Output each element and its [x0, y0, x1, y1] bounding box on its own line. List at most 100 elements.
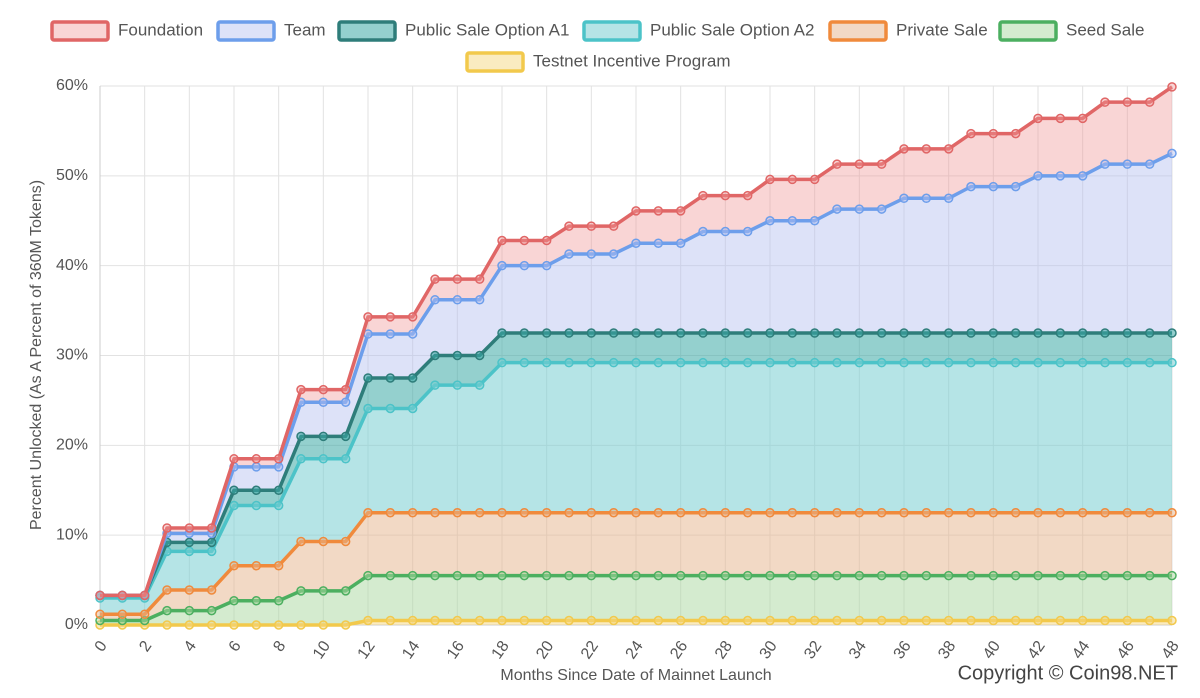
point — [809, 174, 820, 185]
point — [631, 357, 641, 368]
x-tick-label: 12 — [355, 638, 379, 662]
point — [318, 384, 329, 395]
point — [407, 570, 418, 581]
x-tick-label: 18 — [489, 638, 513, 662]
point — [1077, 507, 1088, 518]
point — [720, 226, 731, 237]
legend-label: Private Sale — [896, 20, 988, 39]
point — [184, 620, 195, 630]
point — [340, 384, 351, 395]
point — [139, 590, 150, 601]
point — [921, 570, 932, 581]
point — [966, 181, 976, 192]
point — [876, 159, 887, 169]
point — [497, 615, 507, 626]
point — [363, 615, 373, 626]
point — [876, 204, 887, 214]
point — [273, 560, 284, 571]
point — [1122, 357, 1133, 368]
point — [608, 615, 619, 626]
legend-label: Seed Sale — [1066, 20, 1144, 39]
point — [765, 216, 775, 226]
point — [988, 507, 999, 518]
y-tick-label: 20% — [56, 437, 88, 454]
areas — [100, 86, 1172, 625]
point — [876, 507, 887, 518]
point — [608, 507, 619, 518]
point — [675, 507, 686, 518]
point — [720, 357, 731, 368]
point — [1010, 357, 1021, 368]
point — [564, 615, 574, 626]
point — [1033, 328, 1043, 338]
point — [1144, 615, 1155, 626]
point — [899, 193, 909, 204]
point — [675, 328, 686, 338]
point — [988, 328, 999, 338]
point — [139, 609, 150, 619]
legend-swatch — [50, 20, 110, 42]
legend-swatch — [337, 20, 397, 42]
legend-label: Public Sale Option A2 — [650, 20, 814, 39]
point — [720, 570, 731, 581]
point — [675, 570, 686, 581]
point — [340, 620, 351, 630]
point — [1167, 615, 1177, 626]
point — [407, 507, 418, 518]
point — [318, 431, 329, 442]
point — [251, 485, 262, 495]
point — [631, 206, 641, 216]
x-tick-label: 38 — [935, 638, 959, 662]
area — [100, 362, 1172, 615]
point — [1033, 171, 1043, 181]
point — [1144, 570, 1155, 581]
point — [1077, 570, 1088, 581]
point — [899, 507, 909, 518]
point — [363, 570, 373, 581]
point — [1010, 615, 1021, 626]
point — [921, 357, 932, 368]
point — [430, 507, 440, 518]
point — [586, 570, 597, 581]
point — [765, 615, 775, 626]
point — [1010, 507, 1021, 518]
point — [519, 357, 530, 368]
point — [430, 380, 440, 390]
point — [497, 507, 507, 518]
point — [519, 570, 530, 581]
y-tick-label: 50% — [56, 167, 88, 184]
legend-swatch — [998, 20, 1058, 42]
point — [340, 397, 351, 407]
point — [832, 159, 842, 169]
point — [1100, 570, 1110, 581]
point — [787, 357, 798, 368]
point — [1167, 328, 1177, 338]
point — [385, 507, 396, 518]
point — [452, 380, 463, 390]
point — [1167, 82, 1177, 92]
point — [385, 329, 396, 339]
point — [519, 507, 530, 518]
point — [698, 507, 708, 518]
point — [966, 507, 976, 518]
point — [809, 615, 820, 626]
point — [1167, 148, 1177, 159]
point — [653, 206, 664, 216]
point — [698, 328, 708, 338]
x-tick-label: 8 — [270, 638, 289, 655]
point — [1055, 615, 1066, 626]
point — [876, 570, 887, 581]
point — [698, 226, 708, 237]
point — [608, 357, 619, 368]
point — [95, 609, 105, 619]
point — [966, 615, 976, 626]
point — [1144, 159, 1155, 169]
point — [474, 570, 485, 581]
point — [631, 328, 641, 338]
point — [787, 507, 798, 518]
point — [95, 590, 105, 601]
point — [586, 221, 597, 231]
point — [385, 312, 396, 322]
point — [988, 615, 999, 626]
point — [474, 507, 485, 518]
